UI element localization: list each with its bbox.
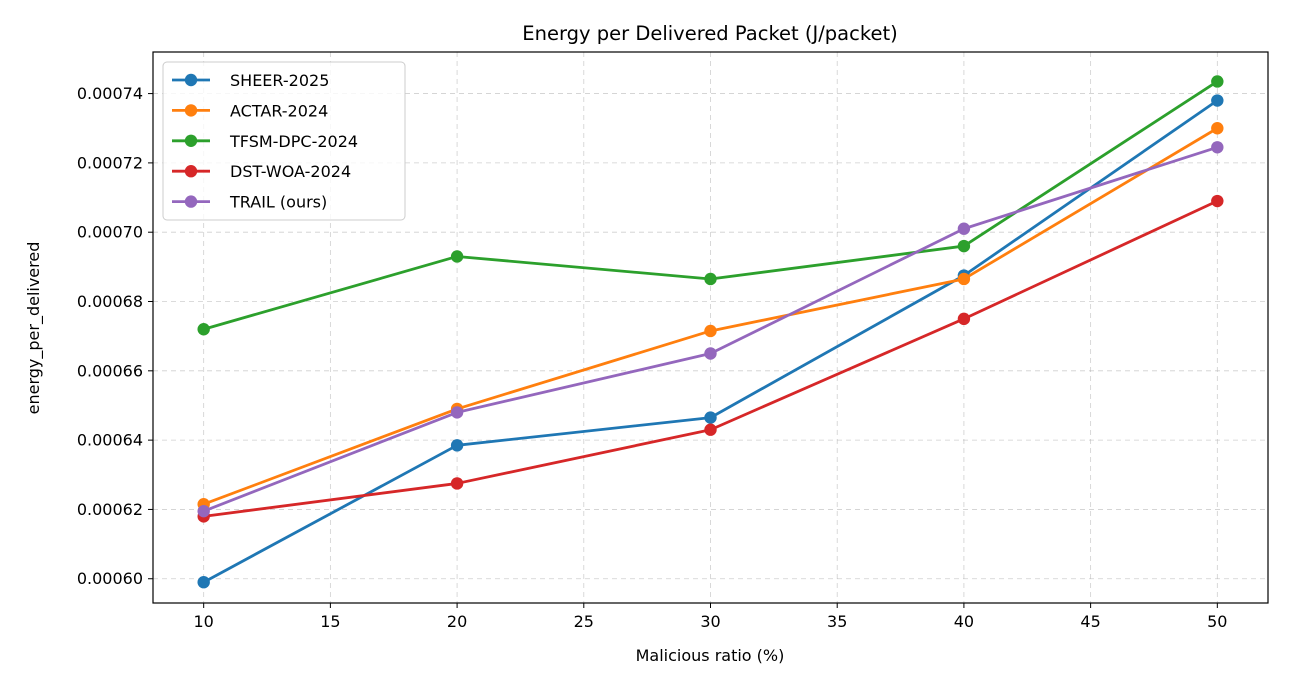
x-tick-label: 20 [447, 612, 467, 631]
data-point [197, 323, 210, 336]
legend-label: TFSM-DPC-2024 [229, 132, 358, 151]
y-tick-label: 0.00064 [77, 431, 143, 450]
y-tick-label: 0.00070 [77, 223, 143, 242]
x-tick-label: 15 [320, 612, 340, 631]
series-tfsm-dpc-2024 [197, 75, 1224, 336]
x-tick-label: 40 [954, 612, 974, 631]
legend-item: DST-WOA-2024 [172, 162, 351, 181]
legend-label: ACTAR-2024 [230, 101, 328, 120]
data-point [957, 272, 971, 286]
legend-item: SHEER-2025 [172, 71, 329, 90]
data-point [704, 411, 717, 424]
y-axis: 0.00060 0.00062 0.00064 0.00066 0.00068 0.000… [77, 84, 153, 588]
data-point [1211, 141, 1224, 154]
series-sheer-2025 [197, 94, 1224, 589]
x-tick-label: 30 [700, 612, 720, 631]
data-point [704, 272, 717, 286]
y-tick-label: 0.00066 [77, 361, 143, 380]
data-point [450, 406, 464, 419]
x-tick-label: 45 [1080, 612, 1100, 631]
legend-swatch-marker [184, 165, 198, 178]
y-tick-label: 0.00072 [77, 153, 143, 172]
legend-swatch-marker [184, 104, 198, 117]
x-tick-label: 10 [194, 612, 214, 631]
legend-swatch-marker [184, 195, 198, 208]
legend-item: ACTAR-2024 [172, 101, 328, 120]
data-point [704, 423, 717, 436]
data-point [1211, 194, 1224, 208]
x-axis-label: Malicious ratio (%) [636, 646, 785, 665]
data-point [704, 324, 717, 338]
y-tick-label: 0.00074 [77, 84, 143, 103]
legend-label: DST-WOA-2024 [230, 162, 351, 181]
series-layer [197, 75, 1224, 589]
legend-label: SHEER-2025 [230, 71, 329, 90]
legend-swatch-marker [184, 73, 198, 87]
y-axis-label: energy_per_delivered [24, 242, 44, 415]
data-point [704, 347, 717, 360]
x-tick-label: 25 [574, 612, 594, 631]
data-point [197, 504, 210, 518]
data-point [957, 222, 971, 235]
y-tick-label: 0.00068 [77, 292, 143, 311]
legend: SHEER-2025 ACTAR-2024 TFSM-DPC-2024 DST-WOA… [162, 61, 406, 221]
data-point [197, 576, 210, 589]
data-point [1211, 94, 1224, 107]
data-point [957, 312, 971, 326]
x-tick-label: 35 [827, 612, 847, 631]
data-point [450, 439, 464, 452]
x-axis: 10 15 20 25 30 35 40 45 50 [194, 603, 1227, 631]
data-point [450, 250, 464, 263]
series-trail-ours [197, 141, 1224, 518]
legend-item: TFSM-DPC-2024 [172, 132, 358, 151]
legend-label: TRAIL (ours) [229, 193, 327, 212]
data-point [957, 239, 971, 253]
data-point [450, 477, 464, 490]
data-point [1211, 122, 1224, 135]
x-tick-label: 50 [1207, 612, 1227, 631]
y-tick-label: 0.00060 [77, 569, 143, 588]
legend-item: TRAIL (ours) [172, 193, 327, 212]
chart-title: Energy per Delivered Packet (J/packet) [522, 22, 897, 45]
y-tick-label: 0.00062 [77, 500, 143, 519]
legend-box [162, 61, 406, 221]
data-point [1211, 75, 1224, 88]
legend-swatch-marker [184, 134, 198, 147]
